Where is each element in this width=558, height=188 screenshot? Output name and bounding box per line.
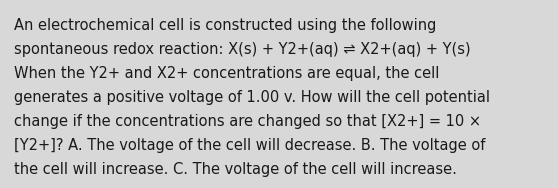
Text: spontaneous redox reaction: X(s) + Y2+(aq) ⇌ X2+(aq) + Y(s): spontaneous redox reaction: X(s) + Y2+(a… bbox=[14, 42, 470, 57]
Text: When the Y2+ and X2+ concentrations are equal, the cell: When the Y2+ and X2+ concentrations are … bbox=[14, 66, 439, 81]
Text: An electrochemical cell is constructed using the following: An electrochemical cell is constructed u… bbox=[14, 18, 436, 33]
Text: change if the concentrations are changed so that [X2+] = 10 ×: change if the concentrations are changed… bbox=[14, 114, 481, 129]
Text: [Y2+]? A. The voltage of the cell will decrease. B. The voltage of: [Y2+]? A. The voltage of the cell will d… bbox=[14, 138, 485, 153]
Text: the cell will increase. C. The voltage of the cell will increase.: the cell will increase. C. The voltage o… bbox=[14, 162, 457, 177]
Text: generates a positive voltage of 1.00 v. How will the cell potential: generates a positive voltage of 1.00 v. … bbox=[14, 90, 490, 105]
